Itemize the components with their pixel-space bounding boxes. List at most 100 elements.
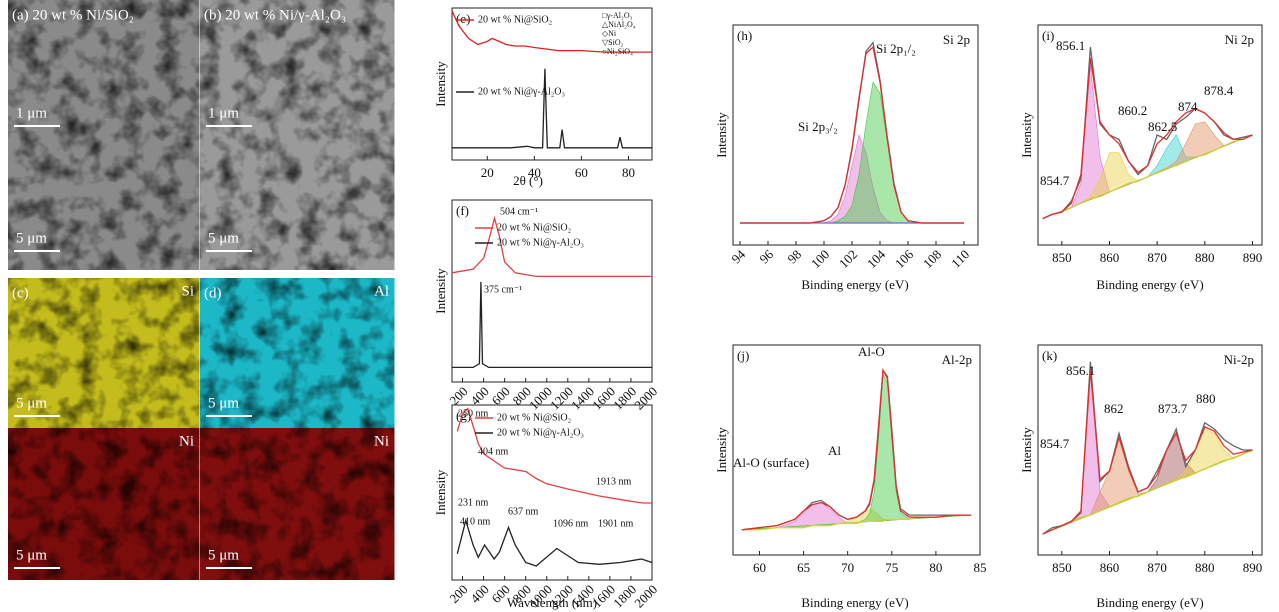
annotation: 874 (1178, 99, 1198, 114)
x-tick-label: 860 (1100, 250, 1120, 265)
scale-bar-label: 1 μm (16, 105, 47, 121)
micrographs: (a) 20 wt % Ni/SiO₂ 1 μm 5 μm (b) 20 wt % N… (8, 0, 396, 580)
plot-frame (732, 344, 981, 556)
micrograph-texture (8, 428, 200, 580)
x-tick-label: 102 (836, 247, 860, 271)
x-tick-label: 890 (1243, 250, 1263, 265)
panel-title: Al-2p (942, 352, 972, 367)
panel-label: (k) (1042, 348, 1057, 363)
x-tick-label: 80 (622, 165, 635, 180)
annotation: 637 nm (508, 506, 539, 517)
x-tick-label: 870 (1147, 250, 1167, 265)
y-axis-label: Intensity (714, 427, 729, 473)
x-axis-label: Wavelength (nm) (507, 595, 597, 610)
y-axis-label: Intensity (714, 112, 729, 158)
legend-label: 20 wt % Ni@γ-Al₂O₃ (478, 86, 565, 97)
micrograph-texture (200, 0, 395, 270)
element-label: Ni (179, 433, 194, 449)
x-tick-label: 850 (1052, 560, 1072, 575)
scale-bar-label: 5 μm (16, 230, 47, 246)
scale-bar-label: 5 μm (16, 395, 47, 411)
x-tick-label: 85 (974, 560, 987, 575)
plot-frame (451, 7, 653, 161)
x-tick-label: 60 (753, 560, 766, 575)
panel-label: (a) 20 wt % Ni/SiO₂ (12, 7, 134, 23)
annotation: Si 2p₃/₂ (798, 119, 838, 134)
x-tick-label: 96 (756, 246, 776, 266)
legend-label: 20 wt % Ni@SiO₂ (497, 222, 571, 233)
x-tick-label: 100 (808, 247, 832, 271)
panel-label: (h) (737, 28, 752, 43)
annotation: 504 cm⁻¹ (500, 206, 538, 217)
x-tick-label: 870 (1147, 560, 1167, 575)
plot-frame (1037, 344, 1263, 556)
annotation: 410 nm (460, 516, 491, 527)
phase-legend: △NiAl₂O₄ (602, 20, 636, 29)
spectrum-line (456, 518, 653, 567)
legend-label: 20 wt % Ni@γ-Al₂O₃ (497, 427, 584, 438)
annotation: 250 nm (458, 408, 489, 419)
x-tick-label: 890 (1243, 560, 1263, 575)
panel-title: Ni-2p (1224, 352, 1254, 367)
x-tick-label: 110 (948, 247, 972, 271)
x-tick-label: 75 (885, 560, 898, 575)
panel-title: Ni 2p (1225, 32, 1254, 47)
x-axis-label: Binding energy (eV) (1096, 277, 1203, 292)
annotation: 862.5 (1148, 119, 1177, 134)
phase-legend: □γ-Al₂O₃ (602, 11, 633, 20)
panel-label: (b) 20 wt % Ni/γ-Al₂O₃ (204, 7, 346, 23)
panel-label: (f) (456, 203, 469, 218)
x-tick-label: 860 (1100, 560, 1120, 575)
x-tick-label: 600 (488, 384, 512, 408)
x-tick-label: 400 (467, 582, 491, 606)
panel-label: (g) (456, 408, 471, 423)
x-tick-label: 200 (446, 582, 470, 606)
annotation: 878.4 (1204, 83, 1234, 98)
x-tick-label: 2000 (631, 384, 660, 413)
panel-label: (j) (737, 348, 749, 363)
x-axis-label: Binding energy (eV) (801, 277, 908, 292)
x-tick-label: 20 (481, 165, 494, 180)
plot-frame (732, 24, 979, 246)
scale-bar-label: 5 μm (16, 547, 47, 563)
spectrum-line (1042, 370, 1253, 535)
micrograph-texture (8, 278, 200, 428)
component-area (741, 508, 972, 531)
phase-legend: ◇Ni (602, 29, 617, 38)
scale-bar-label: 5 μm (208, 230, 239, 246)
annotation: 854.7 (1040, 436, 1070, 451)
scale-bar-label: 1 μm (208, 105, 239, 121)
x-tick-label: 880 (1195, 250, 1215, 265)
annotation: 856.1 (1056, 38, 1085, 53)
legend-label: 20 wt % Ni@SiO₂ (478, 14, 552, 25)
annotation: 1096 nm (553, 518, 589, 529)
spectrum-line (451, 215, 652, 278)
x-tick-label: 98 (784, 247, 804, 267)
spectrum-line (456, 407, 652, 504)
annotation: 856.1 (1066, 363, 1095, 378)
y-axis-label: Intensity (433, 61, 448, 107)
element-label: Ni (374, 433, 389, 449)
spectrum-line (452, 281, 652, 369)
legend-label: 20 wt % Ni@SiO₂ (497, 412, 571, 423)
y-axis-label: Intensity (433, 469, 448, 515)
element-label: Al (374, 283, 389, 299)
y-axis-label: Intensity (1019, 112, 1034, 158)
annotation: Al (828, 443, 841, 458)
plot-frame (451, 404, 653, 581)
x-tick-label: 40 (528, 165, 541, 180)
x-tick-label: 65 (797, 560, 810, 575)
annotation: 375 cm⁻¹ (484, 284, 522, 295)
x-tick-label: 108 (920, 247, 944, 271)
micrograph-texture (200, 278, 395, 428)
micrograph-texture (200, 428, 395, 580)
y-axis-label: Intensity (1019, 427, 1034, 473)
spectrum-line (741, 368, 972, 531)
x-axis-label: 2θ (°) (513, 173, 543, 188)
spectrum-line (741, 367, 972, 531)
scale-bar-label: 5 μm (208, 395, 239, 411)
x-tick-label: 2000 (631, 582, 660, 611)
x-axis-label: Binding energy (eV) (801, 595, 908, 610)
panel-label: (c) (12, 285, 29, 301)
panel-label: (d) (204, 285, 222, 301)
